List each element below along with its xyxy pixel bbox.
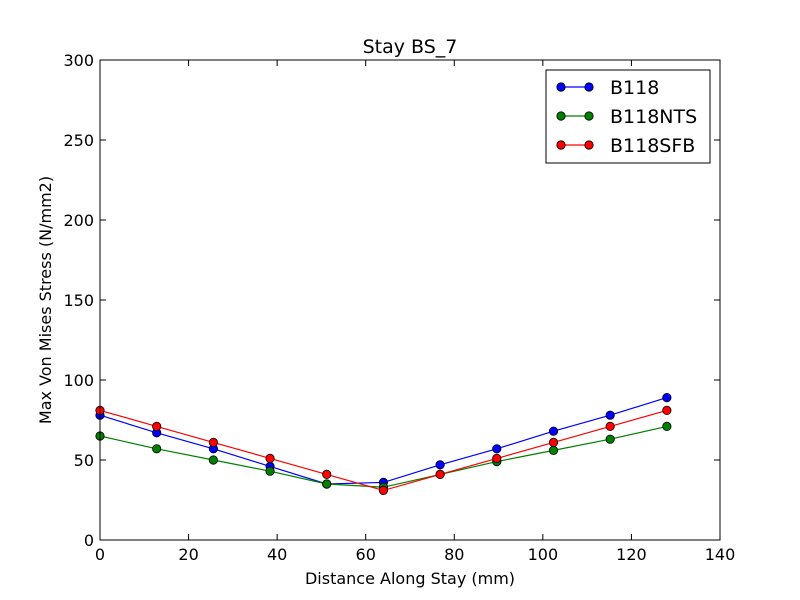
data-point — [208, 455, 218, 465]
legend-label: B118NTS — [610, 106, 697, 128]
data-point — [605, 421, 615, 431]
plot-area — [95, 59, 721, 541]
legend-marker — [584, 82, 594, 92]
x-tick-label: 140 — [705, 545, 736, 564]
data-point — [662, 405, 672, 415]
legend-label: B118SFB — [610, 135, 695, 157]
data-point — [322, 469, 332, 479]
data-point — [152, 444, 162, 454]
x-tick-label: 100 — [528, 545, 559, 564]
y-tick-label: 300 — [63, 51, 94, 70]
data-point — [492, 444, 502, 454]
x-tick-label: 0 — [95, 545, 105, 564]
x-tick-label: 60 — [356, 545, 376, 564]
x-axis-label: Distance Along Stay (mm) — [305, 569, 515, 588]
data-point — [435, 469, 445, 479]
data-point — [605, 434, 615, 444]
y-tick-label: 50 — [74, 451, 94, 470]
y-tick-label: 0 — [84, 531, 94, 550]
data-point — [605, 410, 615, 420]
y-tick-label: 150 — [63, 291, 94, 310]
y-axis-ticks: 0 50 100 150 200 250 300 — [63, 51, 720, 550]
legend-marker — [556, 111, 566, 121]
legend-marker — [556, 140, 566, 150]
data-point — [548, 426, 559, 436]
data-point — [208, 437, 218, 447]
data-point — [492, 453, 502, 463]
legend-marker — [584, 140, 594, 150]
chart-title: Stay BS_7 — [363, 36, 458, 58]
data-point — [152, 421, 162, 431]
data-point — [265, 453, 275, 463]
legend: B118 B118NTS B118SFB — [545, 69, 711, 164]
x-tick-label: 40 — [267, 545, 287, 564]
data-point — [548, 437, 559, 447]
legend-label: B118 — [610, 77, 659, 99]
data-point — [265, 466, 275, 476]
data-point — [662, 421, 672, 431]
legend-marker — [556, 82, 566, 92]
x-tick-label: 80 — [444, 545, 464, 564]
data-point — [322, 479, 332, 489]
data-point — [662, 392, 672, 403]
legend-marker — [584, 111, 594, 121]
data-point — [435, 460, 445, 470]
y-axis-label: Max Von Mises Stress (N/mm2) — [36, 176, 55, 424]
y-tick-label: 250 — [63, 131, 94, 150]
x-axis-ticks: 0 20 40 60 80 100 120 140 — [95, 60, 735, 564]
y-tick-label: 200 — [63, 211, 94, 230]
x-tick-label: 20 — [178, 545, 198, 564]
data-point — [548, 445, 559, 455]
data-point — [378, 485, 389, 495]
y-tick-label: 100 — [63, 371, 94, 390]
x-tick-label: 120 — [616, 545, 647, 564]
